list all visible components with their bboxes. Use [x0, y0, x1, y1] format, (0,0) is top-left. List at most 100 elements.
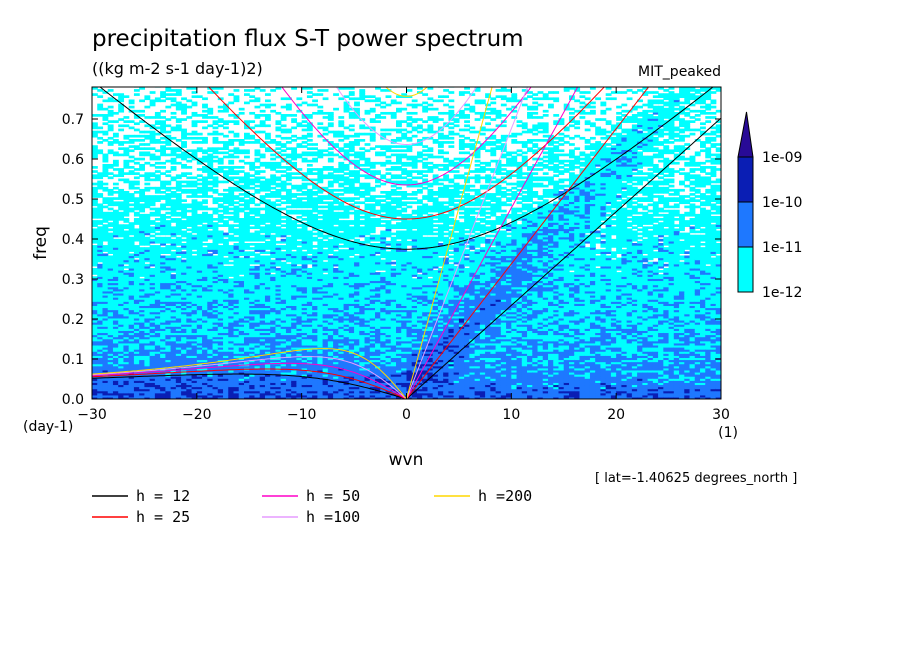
heatmap-cell	[307, 133, 313, 136]
heatmap-cell	[254, 97, 260, 100]
heatmap-cell	[92, 245, 98, 248]
heatmap-cell	[254, 176, 260, 179]
heatmap-cell	[186, 210, 192, 213]
heatmap-cell	[165, 147, 171, 150]
heatmap-cell	[129, 203, 135, 206]
heatmap-cell	[275, 176, 281, 179]
heatmap-cell	[108, 222, 114, 225]
heatmap-cell	[171, 274, 177, 277]
heatmap-cell	[291, 210, 297, 213]
heatmap-cell	[160, 255, 166, 258]
heatmap-cell	[129, 120, 135, 123]
heatmap-cell	[223, 239, 229, 242]
heatmap-cell	[254, 124, 260, 127]
heatmap-cell	[113, 112, 119, 115]
heatmap-cell	[92, 131, 98, 134]
heatmap-cell	[181, 199, 187, 202]
heatmap-cell	[197, 226, 203, 229]
heatmap-cell	[260, 181, 266, 184]
heatmap-cell	[218, 158, 224, 161]
heatmap-cell	[197, 195, 203, 198]
heatmap-cell	[223, 141, 229, 144]
heatmap-cell	[165, 97, 171, 100]
heatmap-cell	[270, 187, 276, 190]
heatmap-cell	[202, 114, 208, 117]
heatmap-cell	[186, 160, 192, 163]
heatmap-cell	[160, 237, 166, 240]
heatmap-cell	[213, 116, 219, 119]
chart-subtitle: ((kg m-2 s-1 day-1)2)	[92, 59, 263, 78]
heatmap-cell	[144, 143, 150, 146]
heatmap-cell	[260, 89, 266, 92]
heatmap-cell	[102, 114, 108, 117]
heatmap-cell	[296, 266, 302, 269]
heatmap-cell	[171, 147, 177, 150]
heatmap-cell	[213, 189, 219, 192]
heatmap-cell	[176, 89, 182, 92]
heatmap-cell	[286, 183, 292, 186]
heatmap-cell	[207, 124, 213, 127]
heatmap-cell	[296, 193, 302, 196]
heatmap-cell	[160, 120, 166, 123]
heatmap-cell	[150, 245, 156, 248]
heatmap-cell	[254, 189, 260, 192]
heatmap-cell	[213, 147, 219, 150]
heatmap-cell	[123, 191, 129, 194]
heatmap-cell	[249, 216, 255, 219]
heatmap-cell	[160, 162, 166, 165]
heatmap-cell	[102, 164, 108, 167]
heatmap-cell	[186, 233, 192, 236]
heatmap-cell	[102, 253, 108, 256]
heatmap-cell	[139, 99, 145, 102]
heatmap-cell	[249, 251, 255, 254]
heatmap-cell	[139, 135, 145, 138]
heatmap-cell	[312, 214, 318, 217]
heatmap-cell	[302, 124, 308, 127]
heatmap-cell	[307, 255, 313, 258]
heatmap-cell	[113, 210, 119, 213]
heatmap-cell	[97, 193, 103, 196]
heatmap-cell	[291, 139, 297, 142]
heatmap-cell	[97, 220, 103, 223]
heatmap-cell	[270, 162, 276, 165]
heatmap-cell	[123, 116, 129, 119]
heatmap-cell	[302, 145, 308, 148]
heatmap-cell	[113, 139, 119, 142]
heatmap-cell	[207, 243, 213, 246]
heatmap-cell	[281, 97, 287, 100]
heatmap-cell	[291, 251, 297, 254]
heatmap-cell	[291, 135, 297, 138]
heatmap-cell	[92, 228, 98, 231]
heatmap-cell	[176, 154, 182, 157]
heatmap-cell	[244, 149, 250, 152]
heatmap-cell	[192, 255, 198, 258]
heatmap-cell	[108, 189, 114, 192]
heatmap-cell	[118, 201, 124, 204]
heatmap-cell	[281, 129, 287, 132]
heatmap-cell	[92, 170, 98, 173]
heatmap-cell	[228, 187, 234, 190]
heatmap-cell	[302, 151, 308, 154]
heatmap-cell	[275, 83, 281, 86]
heatmap-cell	[260, 226, 266, 229]
heatmap-cell	[244, 120, 250, 123]
heatmap-cell	[270, 260, 276, 263]
heatmap-cell	[249, 95, 255, 98]
heatmap-cell	[165, 220, 171, 223]
heatmap-cell	[239, 108, 245, 111]
heatmap-cell	[296, 210, 302, 213]
heatmap-cell	[244, 89, 250, 92]
heatmap-cell	[92, 268, 98, 271]
heatmap-cell	[218, 118, 224, 121]
heatmap-cell	[97, 226, 103, 229]
heatmap-cell	[223, 181, 229, 184]
heatmap-cell	[207, 147, 213, 150]
heatmap-cell	[286, 137, 292, 140]
heatmap-cell	[92, 114, 98, 117]
heatmap-cell	[223, 151, 229, 154]
heatmap-cell	[270, 154, 276, 157]
heatmap-cell	[234, 224, 240, 227]
heatmap-cell	[218, 124, 224, 127]
heatmap-cell	[213, 120, 219, 123]
heatmap-cell	[139, 174, 145, 177]
